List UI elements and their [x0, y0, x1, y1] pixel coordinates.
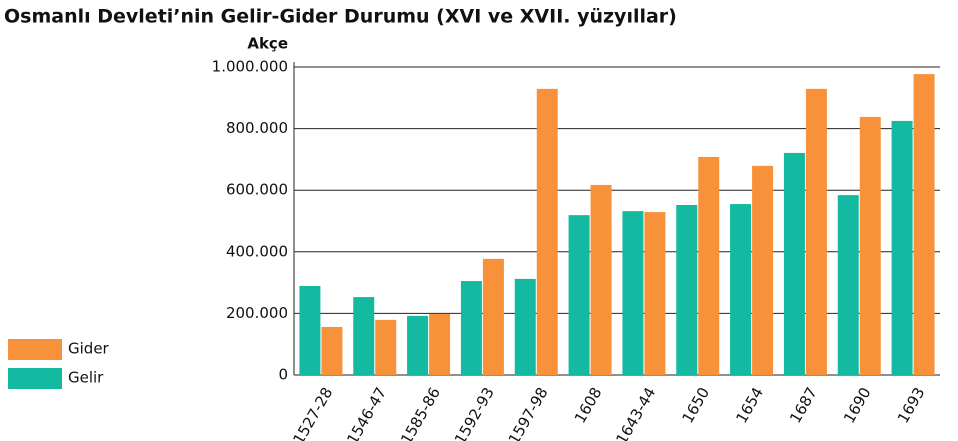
- bar: [590, 184, 612, 375]
- bar: [622, 211, 644, 375]
- bar: [299, 285, 321, 375]
- bar: [514, 278, 536, 375]
- bar: [891, 120, 913, 376]
- chart-title: Osmanlı Devleti’nin Gelir-Gider Durumu (…: [4, 6, 677, 28]
- bar: [536, 88, 558, 376]
- bar: [730, 204, 752, 375]
- y-tick-label: 1.000.000: [212, 58, 288, 76]
- y-axis-title: Akçe: [247, 35, 288, 53]
- bar: [752, 165, 774, 375]
- x-tick-label: 1650: [679, 384, 714, 426]
- bar: [837, 195, 859, 375]
- bar: [375, 319, 397, 375]
- x-tick-label: 1585-86: [397, 384, 444, 441]
- y-tick-label: 600.000: [226, 181, 288, 199]
- x-tick-label: 1608: [571, 384, 606, 426]
- bar: [698, 156, 720, 375]
- x-tick-label: 1693: [894, 384, 929, 426]
- x-tick-label: 1592-93: [451, 384, 498, 441]
- bar: [429, 314, 451, 375]
- bar: [321, 326, 343, 375]
- legend-label: Gider: [68, 340, 110, 358]
- bar: [859, 116, 881, 376]
- bar: [676, 204, 698, 375]
- x-tick-label: 1654: [732, 384, 767, 426]
- y-tick-label: 800.000: [226, 119, 288, 137]
- bar: [805, 88, 827, 376]
- y-tick-label: 0: [278, 366, 288, 384]
- bar: [353, 297, 375, 375]
- bar: [783, 152, 805, 375]
- y-tick-label: 200.000: [226, 304, 288, 322]
- y-tick-label: 400.000: [226, 242, 288, 260]
- bar: [482, 258, 504, 375]
- bar: [644, 212, 666, 375]
- bar: [407, 315, 429, 375]
- bar: [460, 281, 482, 375]
- x-tick-label: 1546-47: [343, 384, 390, 441]
- legend-swatch: [8, 339, 62, 360]
- bar: [568, 215, 590, 375]
- x-tick-label: 1527-28: [289, 384, 336, 441]
- legend-swatch: [8, 368, 62, 389]
- legend-label: Gelir: [68, 369, 104, 387]
- bar: [913, 74, 935, 376]
- x-tick-label: 1597-98: [505, 384, 552, 441]
- x-tick-label: 1690: [840, 384, 875, 426]
- x-tick-label: 1687: [786, 384, 821, 426]
- x-tick-label: 1643-44: [612, 384, 659, 441]
